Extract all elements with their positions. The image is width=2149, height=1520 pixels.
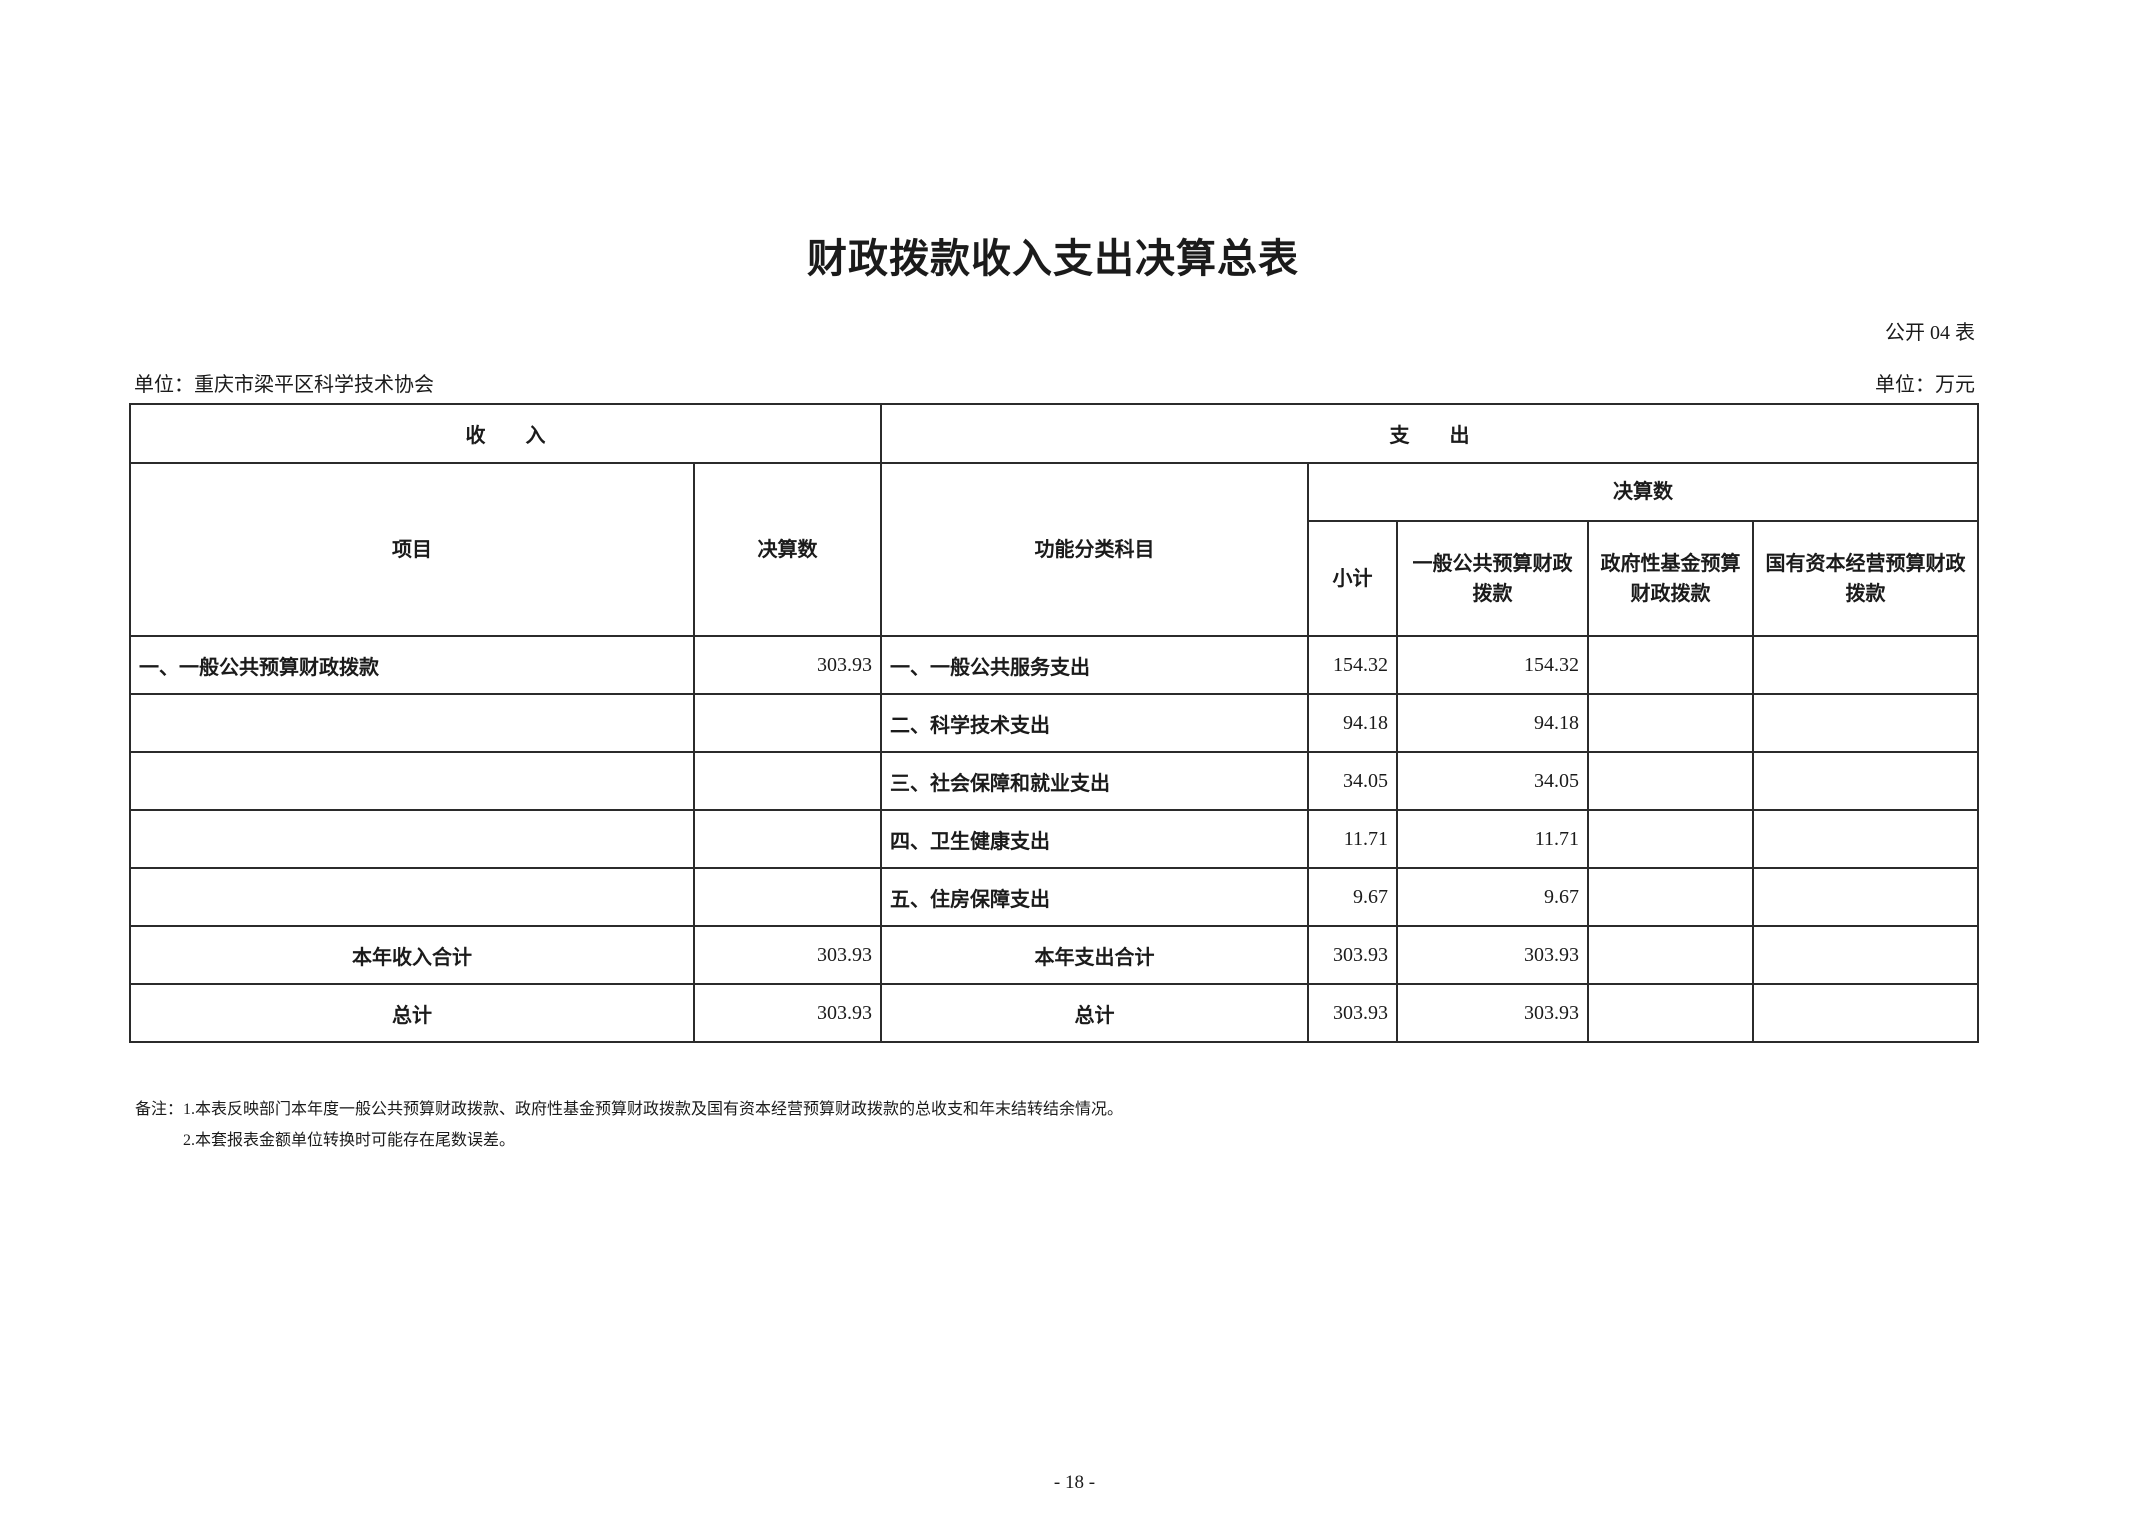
general-budget-cell: 94.18: [1396, 693, 1589, 753]
unit-line: 单位：重庆市梁平区科学技术协会 单位：万元: [134, 372, 1975, 398]
expense-section-header: 支 出: [879, 403, 1980, 464]
col-header-final-expense: 决算数: [1306, 462, 1980, 522]
expense-item-cell: 五、住房保障支出: [880, 867, 1309, 927]
gov-fund-cell: [1587, 925, 1754, 985]
budget-table: 收 入 支 出 项目 决算数 功能分类科目 决算数 小计 一般公共预算财政拨款 …: [129, 403, 1980, 1043]
expense-item-cell: 三、社会保障和就业支出: [880, 751, 1309, 811]
income-item-cell: 本年收入合计: [129, 925, 695, 985]
gov-fund-cell: [1587, 751, 1754, 811]
col-header-item: 项目: [129, 462, 695, 637]
expense-item-cell: 四、卫生健康支出: [880, 809, 1309, 869]
gov-fund-cell: [1587, 635, 1754, 695]
unit-currency: 单位：万元: [1875, 374, 1975, 396]
expense-item-cell: 一、一般公共服务支出: [880, 635, 1309, 695]
state-capital-cell: [1751, 809, 1980, 869]
income-amount-cell: [693, 751, 882, 811]
table-row-grand-total: 总计 303.93 总计 303.93 303.93: [129, 983, 1980, 1043]
general-budget-cell: 11.71: [1396, 809, 1589, 869]
income-amount-cell: 303.93: [693, 983, 882, 1043]
unit-name: 单位：重庆市梁平区科学技术协会: [134, 374, 434, 396]
state-capital-cell: [1751, 983, 1980, 1043]
col-header-state-capital: 国有资本经营预算财政拨款: [1751, 520, 1980, 637]
notes-label: 备注：: [135, 1101, 184, 1118]
general-budget-cell: 34.05: [1396, 751, 1589, 811]
gov-fund-cell: [1587, 809, 1754, 869]
table-row: 二、科学技术支出 94.18 94.18: [129, 693, 1980, 753]
notes-items: 1.本表反映部门本年度一般公共预算财政拨款、政府性基金预算财政拨款及国有资本经营…: [183, 1094, 1123, 1156]
subtotal-cell: 9.67: [1307, 867, 1398, 927]
income-amount-cell: [693, 809, 882, 869]
table-row: 五、住房保障支出 9.67 9.67: [129, 867, 1980, 927]
note-line: 2.本套报表金额单位转换时可能存在尾数误差。: [183, 1132, 516, 1149]
col-header-general-budget: 一般公共预算财政拨款: [1396, 520, 1589, 637]
table-row: 三、社会保障和就业支出 34.05 34.05: [129, 751, 1980, 811]
income-amount-cell: 303.93: [693, 925, 882, 985]
expense-item-cell: 二、科学技术支出: [880, 693, 1309, 753]
income-item-cell: 一、一般公共预算财政拨款: [129, 635, 695, 695]
state-capital-cell: [1751, 693, 1980, 753]
col-header-subtotal: 小计: [1307, 520, 1398, 637]
table-row-total-year: 本年收入合计 303.93 本年支出合计 303.93 303.93: [129, 925, 1980, 985]
gov-fund-cell: [1587, 983, 1754, 1043]
col-header-function: 功能分类科目: [880, 462, 1309, 637]
col-header-gov-fund: 政府性基金预算财政拨款: [1587, 520, 1754, 637]
state-capital-cell: [1751, 925, 1980, 985]
form-number: 公开 04 表: [1885, 322, 1975, 344]
income-amount-cell: [693, 867, 882, 927]
income-amount-cell: 303.93: [693, 635, 882, 695]
state-capital-cell: [1751, 635, 1980, 695]
income-item-cell: [129, 751, 695, 811]
column-header-row-2: 小计 一般公共预算财政拨款 政府性基金预算财政拨款 国有资本经营预算财政拨款: [130, 520, 1980, 637]
subtotal-cell: 94.18: [1307, 693, 1398, 753]
income-item-cell: [129, 809, 695, 869]
income-item-cell: [129, 867, 695, 927]
subtotal-cell: 11.71: [1307, 809, 1398, 869]
general-budget-cell: 303.93: [1396, 925, 1589, 985]
note-line: 1.本表反映部门本年度一般公共预算财政拨款、政府性基金预算财政拨款及国有资本经营…: [183, 1101, 1124, 1118]
general-budget-cell: 154.32: [1396, 635, 1589, 695]
expense-item-cell: 总计: [880, 983, 1309, 1043]
gov-fund-cell: [1587, 867, 1754, 927]
subtotal-cell: 34.05: [1307, 751, 1398, 811]
notes: 备注： 1.本表反映部门本年度一般公共预算财政拨款、政府性基金预算财政拨款及国有…: [135, 1094, 1123, 1156]
table-row: 四、卫生健康支出 11.71 11.71: [129, 809, 1980, 869]
page-title: 财政拨款收入支出决算总表: [807, 236, 1299, 281]
state-capital-cell: [1751, 751, 1980, 811]
subtotal-cell: 154.32: [1307, 635, 1398, 695]
page-number: - 18 -: [1053, 1472, 1096, 1493]
expense-item-cell: 本年支出合计: [880, 925, 1309, 985]
general-budget-cell: 303.93: [1396, 983, 1589, 1043]
table-row: 一、一般公共预算财政拨款 303.93 一、一般公共服务支出 154.32 15…: [129, 635, 1980, 695]
section-header-row: 收 入 支 出: [129, 403, 1980, 464]
income-item-cell: 总计: [129, 983, 695, 1043]
gov-fund-cell: [1587, 693, 1754, 753]
state-capital-cell: [1751, 867, 1980, 927]
income-amount-cell: [693, 693, 882, 753]
general-budget-cell: 9.67: [1396, 867, 1589, 927]
subtotal-cell: 303.93: [1307, 983, 1398, 1043]
column-header-row-1: 项目 决算数 功能分类科目 决算数: [129, 462, 1980, 637]
income-section-header: 收 入: [129, 403, 882, 464]
subtotal-cell: 303.93: [1307, 925, 1398, 985]
income-item-cell: [129, 693, 695, 753]
col-header-final-income: 决算数: [693, 462, 882, 637]
